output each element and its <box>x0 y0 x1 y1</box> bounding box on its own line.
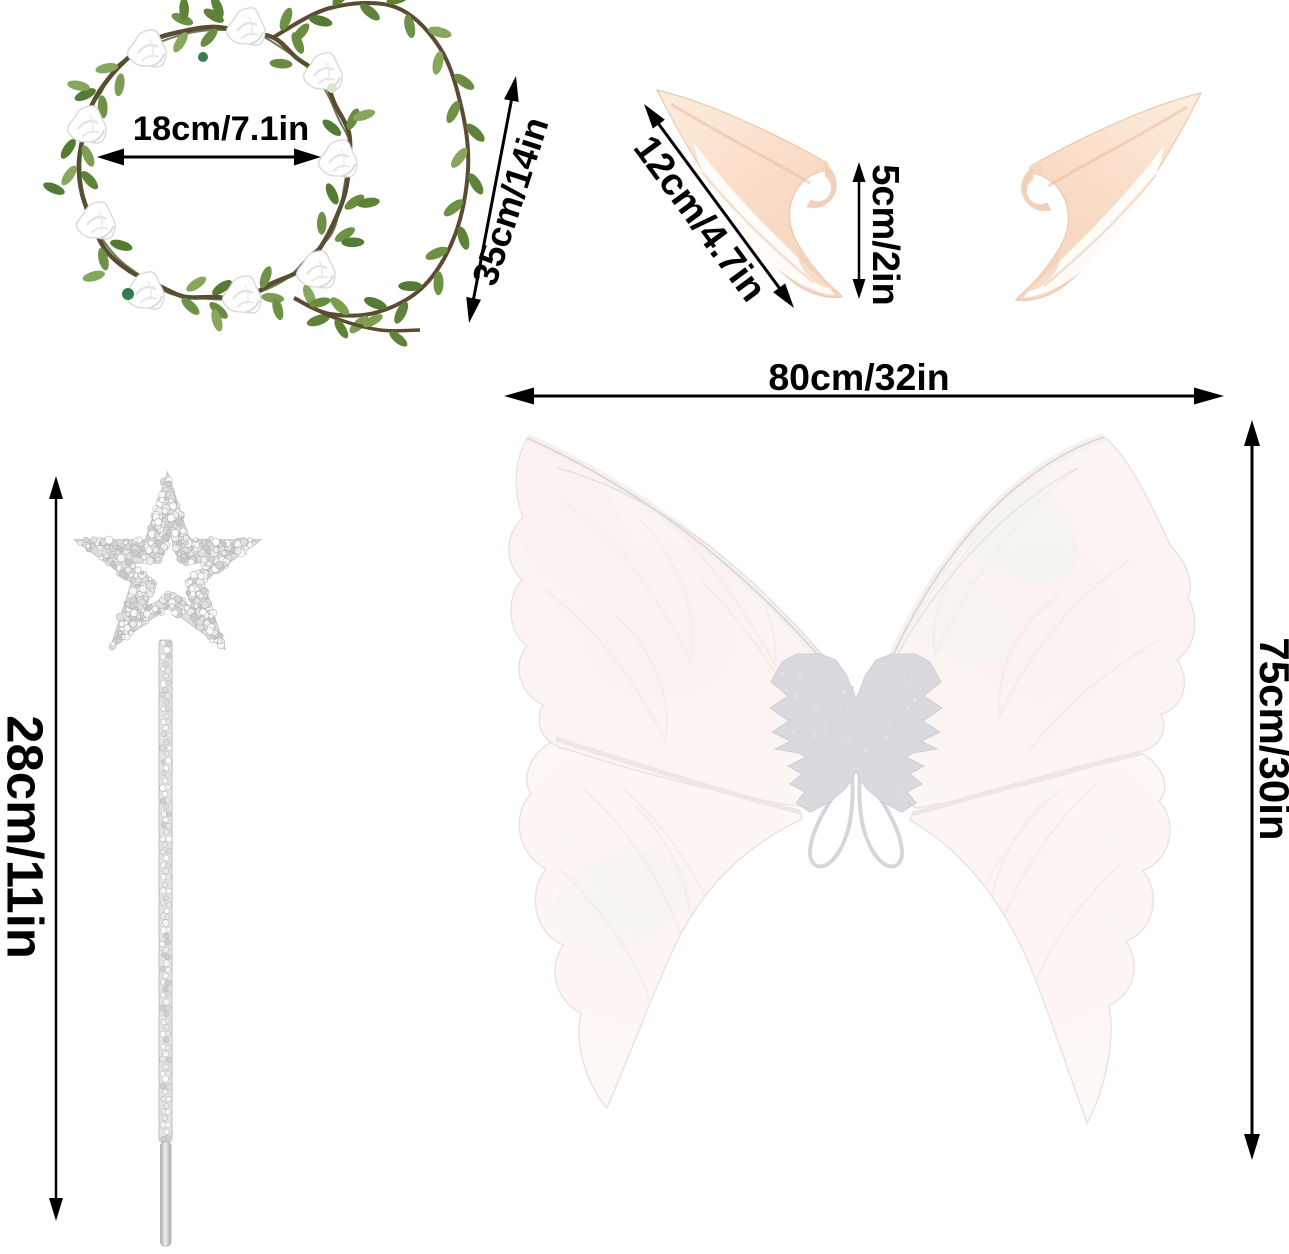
svg-text:80cm/32in: 80cm/32in <box>768 356 949 398</box>
svg-text:28cm/11in: 28cm/11in <box>0 715 54 959</box>
svg-text:5cm/2in: 5cm/2in <box>864 164 906 306</box>
svg-text:18cm/7.1in: 18cm/7.1in <box>133 110 309 148</box>
svg-text:75cm/30in: 75cm/30in <box>1251 637 1289 840</box>
